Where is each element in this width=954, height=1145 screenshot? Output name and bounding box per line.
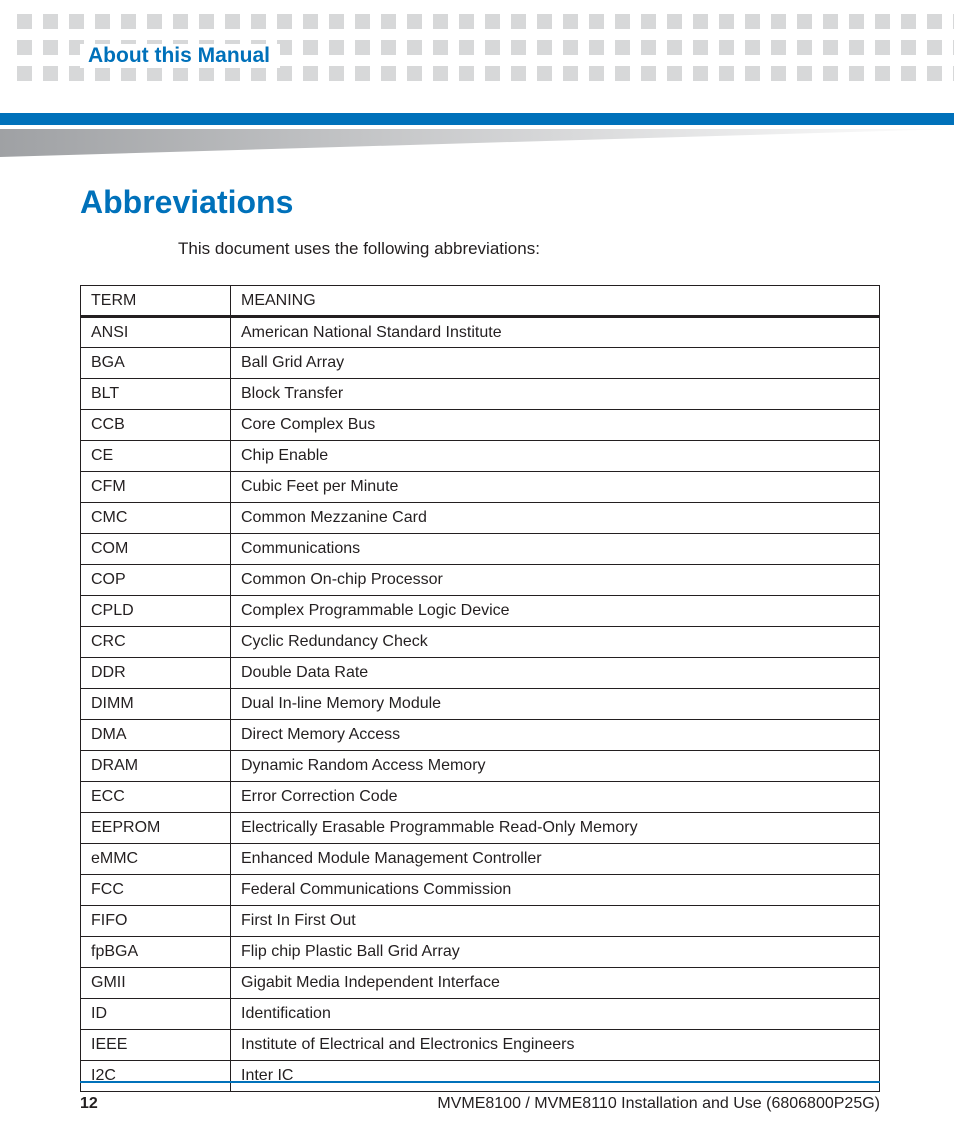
cell-meaning: Ball Grid Array — [231, 348, 880, 379]
cell-term: DIMM — [81, 689, 231, 720]
cell-meaning: Federal Communications Commission — [231, 875, 880, 906]
table-row: CMCCommon Mezzanine Card — [81, 503, 880, 534]
table-row: fpBGAFlip chip Plastic Ball Grid Array — [81, 937, 880, 968]
cell-meaning: Gigabit Media Independent Interface — [231, 968, 880, 999]
table-row: CFMCubic Feet per Minute — [81, 472, 880, 503]
cell-meaning: Inter IC — [231, 1061, 880, 1092]
table-row: GMIIGigabit Media Independent Interface — [81, 968, 880, 999]
cell-term: fpBGA — [81, 937, 231, 968]
cell-meaning: Flip chip Plastic Ball Grid Array — [231, 937, 880, 968]
table-row: DRAMDynamic Random Access Memory — [81, 751, 880, 782]
cell-term: CMC — [81, 503, 231, 534]
blue-divider-bar — [0, 113, 954, 125]
col-header-meaning: MEANING — [231, 286, 880, 317]
cell-term: COM — [81, 534, 231, 565]
table-row: I2CInter IC — [81, 1061, 880, 1092]
cell-meaning: Core Complex Bus — [231, 410, 880, 441]
cell-meaning: Block Transfer — [231, 379, 880, 410]
section-heading: Abbreviations — [80, 184, 880, 221]
footer-doc-id: MVME8100 / MVME8110 Installation and Use… — [437, 1095, 880, 1113]
table-row: DIMMDual In-line Memory Module — [81, 689, 880, 720]
cell-meaning: Identification — [231, 999, 880, 1030]
page-number: 12 — [80, 1095, 98, 1113]
cell-meaning: Institute of Electrical and Electronics … — [231, 1030, 880, 1061]
cell-term: CCB — [81, 410, 231, 441]
grey-wedge-decoration — [0, 129, 954, 157]
table-row: CPLDComplex Programmable Logic Device — [81, 596, 880, 627]
cell-term: eMMC — [81, 844, 231, 875]
table-row: BGABall Grid Array — [81, 348, 880, 379]
table-row: COMCommunications — [81, 534, 880, 565]
table-row: EEPROMElectrically Erasable Programmable… — [81, 813, 880, 844]
cell-meaning: Error Correction Code — [231, 782, 880, 813]
cell-meaning: Enhanced Module Management Controller — [231, 844, 880, 875]
cell-term: IEEE — [81, 1030, 231, 1061]
table-row: FCCFederal Communications Commission — [81, 875, 880, 906]
cell-term: CFM — [81, 472, 231, 503]
header-title-wrap: About this Manual — [80, 44, 280, 68]
table-row: ECCError Correction Code — [81, 782, 880, 813]
cell-term: I2C — [81, 1061, 231, 1092]
cell-term: COP — [81, 565, 231, 596]
cell-meaning: Double Data Rate — [231, 658, 880, 689]
footer-rule — [80, 1081, 880, 1083]
cell-meaning: American National Standard Institute — [231, 317, 880, 348]
table-row: IEEEInstitute of Electrical and Electron… — [81, 1030, 880, 1061]
table-row: CRCCyclic Redundancy Check — [81, 627, 880, 658]
table-row: COPCommon On-chip Processor — [81, 565, 880, 596]
table-header-row: TERM MEANING — [81, 286, 880, 317]
section-intro: This document uses the following abbrevi… — [178, 239, 880, 259]
col-header-term: TERM — [81, 286, 231, 317]
cell-term: CPLD — [81, 596, 231, 627]
table-row: DMADirect Memory Access — [81, 720, 880, 751]
cell-term: ANSI — [81, 317, 231, 348]
cell-meaning: Common On-chip Processor — [231, 565, 880, 596]
cell-meaning: Dynamic Random Access Memory — [231, 751, 880, 782]
cell-term: DDR — [81, 658, 231, 689]
cell-term: EEPROM — [81, 813, 231, 844]
table-row: CEChip Enable — [81, 441, 880, 472]
cell-meaning: Communications — [231, 534, 880, 565]
cell-term: DRAM — [81, 751, 231, 782]
table-row: DDRDouble Data Rate — [81, 658, 880, 689]
cell-meaning: Common Mezzanine Card — [231, 503, 880, 534]
table-row: eMMCEnhanced Module Management Controlle… — [81, 844, 880, 875]
cell-meaning: Electrically Erasable Programmable Read-… — [231, 813, 880, 844]
header-title: About this Manual — [88, 44, 270, 67]
table-row: CCBCore Complex Bus — [81, 410, 880, 441]
table-row: BLTBlock Transfer — [81, 379, 880, 410]
cell-meaning: Cubic Feet per Minute — [231, 472, 880, 503]
cell-meaning: Complex Programmable Logic Device — [231, 596, 880, 627]
cell-term: BGA — [81, 348, 231, 379]
cell-meaning: Dual In-line Memory Module — [231, 689, 880, 720]
cell-term: ECC — [81, 782, 231, 813]
cell-meaning: First In First Out — [231, 906, 880, 937]
table-row: FIFOFirst In First Out — [81, 906, 880, 937]
cell-term: BLT — [81, 379, 231, 410]
cell-meaning: Chip Enable — [231, 441, 880, 472]
cell-term: DMA — [81, 720, 231, 751]
cell-term: GMII — [81, 968, 231, 999]
cell-meaning: Direct Memory Access — [231, 720, 880, 751]
cell-term: CE — [81, 441, 231, 472]
table-row: ANSIAmerican National Standard Institute — [81, 317, 880, 348]
cell-term: CRC — [81, 627, 231, 658]
table-row: IDIdentification — [81, 999, 880, 1030]
cell-meaning: Cyclic Redundancy Check — [231, 627, 880, 658]
cell-term: ID — [81, 999, 231, 1030]
cell-term: FIFO — [81, 906, 231, 937]
footer: 12 MVME8100 / MVME8110 Installation and … — [80, 1095, 880, 1113]
cell-term: FCC — [81, 875, 231, 906]
abbreviations-table: TERM MEANING ANSIAmerican National Stand… — [80, 285, 880, 1092]
